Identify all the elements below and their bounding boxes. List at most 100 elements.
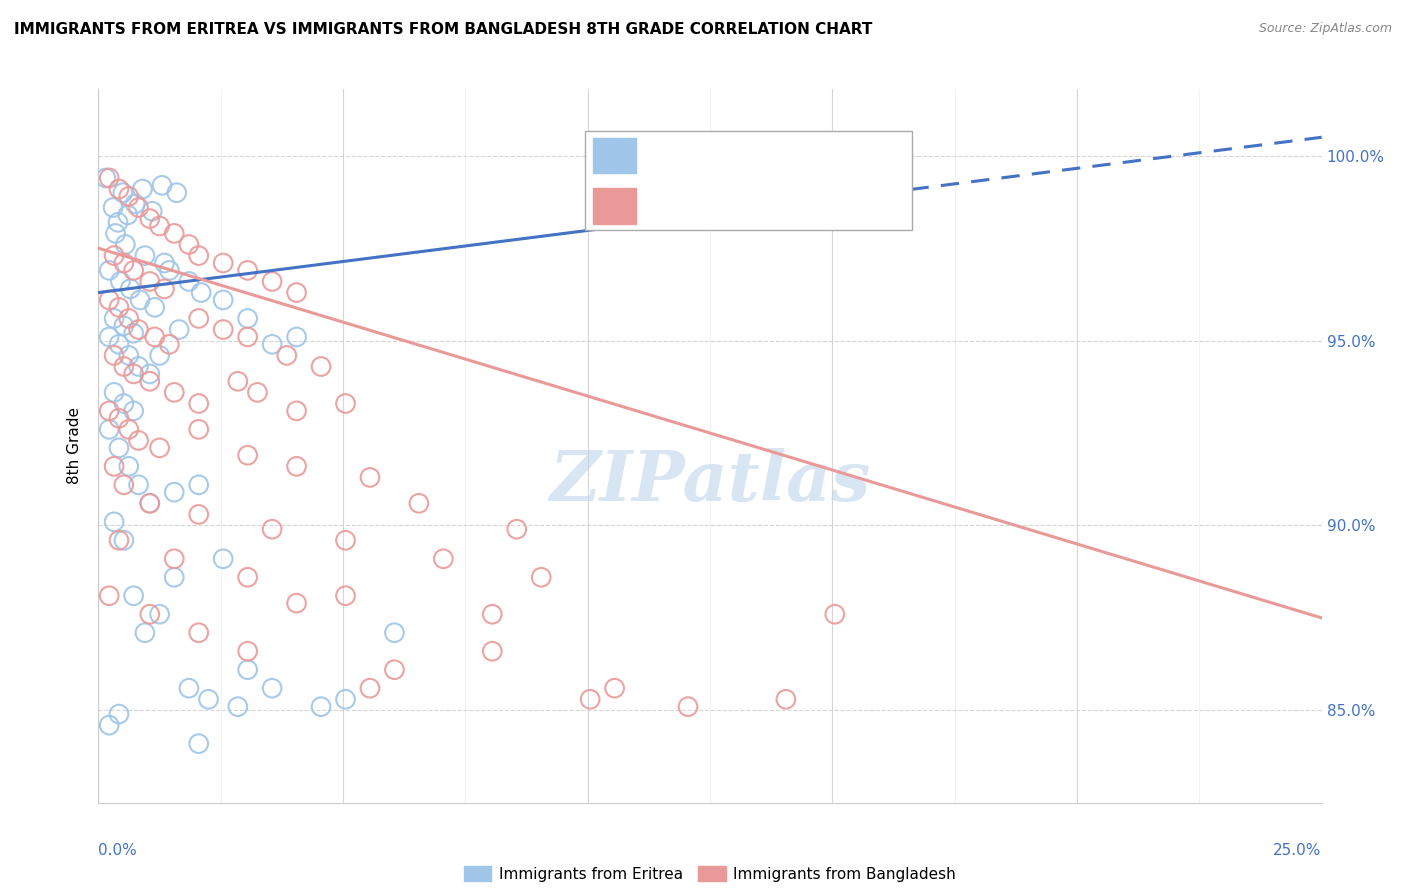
Point [118,189,141,203]
Text: 0.0%: 0.0% [98,843,138,858]
Point [167,322,190,336]
Point [157,337,180,351]
Point [108,707,131,722]
Point [112,359,135,374]
Point [432,551,454,566]
Point [150,178,173,193]
Point [603,681,626,696]
FancyBboxPatch shape [593,188,637,224]
Point [112,256,135,270]
Point [103,249,125,263]
Point [117,208,139,222]
Point [124,196,146,211]
Point [149,348,172,362]
Point [111,186,134,200]
Point [94,170,117,185]
Text: R =: R = [650,199,678,214]
Point [128,322,150,336]
Point [384,663,406,677]
Point [226,699,249,714]
Point [139,374,162,388]
Point [112,533,135,548]
Point [153,282,176,296]
Point [98,263,121,277]
Text: Source: ZipAtlas.com: Source: ZipAtlas.com [1258,22,1392,36]
Point [212,551,235,566]
Point [163,485,186,500]
Point [139,496,162,510]
Point [236,644,259,658]
Point [108,182,131,196]
Point [775,692,797,706]
Point [163,227,186,241]
Point [118,422,141,436]
Text: -0.438: -0.438 [709,199,758,214]
Point [149,441,172,455]
Point [276,348,298,362]
Point [103,311,125,326]
Point [103,515,125,529]
Point [104,227,127,241]
Point [118,459,141,474]
Point [506,522,529,536]
Point [128,201,150,215]
Point [262,522,284,536]
Point [149,219,172,233]
Point [108,411,131,425]
Legend: Immigrants from Eritrea, Immigrants from Bangladesh: Immigrants from Eritrea, Immigrants from… [458,860,962,888]
Point [187,396,209,410]
Point [236,448,259,462]
Point [139,496,162,510]
Point [163,570,186,584]
Point [108,533,131,548]
Point [134,625,156,640]
Point [103,385,125,400]
Point [139,607,162,622]
Point [359,681,381,696]
Point [163,385,186,400]
Point [226,374,249,388]
Point [262,681,284,696]
Point [335,692,357,706]
Point [166,186,188,200]
Point [309,359,332,374]
Point [262,337,284,351]
Point [118,311,141,326]
Point [122,404,145,418]
Text: N = 64: N = 64 [789,147,842,162]
Text: ZIPatlas: ZIPatlas [550,448,870,516]
Point [285,330,308,344]
Point [335,589,357,603]
Point [103,348,125,362]
Point [187,311,209,326]
Point [530,570,553,584]
Point [139,211,162,226]
Point [108,301,131,315]
Point [579,692,602,706]
Point [187,737,209,751]
Point [236,311,259,326]
Point [187,478,209,492]
Point [190,285,212,300]
Point [120,282,142,296]
Point [98,170,121,185]
Point [114,237,136,252]
Point [98,293,121,307]
Point [177,237,200,252]
Point [481,644,503,658]
Point [236,663,259,677]
Point [112,318,135,333]
Point [262,275,284,289]
Point [212,322,235,336]
Point [384,625,406,640]
FancyBboxPatch shape [593,137,637,173]
Point [481,607,503,622]
Text: N = 76: N = 76 [789,199,842,214]
Point [197,692,219,706]
Point [177,275,200,289]
Point [143,330,166,344]
Point [134,249,156,263]
Point [285,459,308,474]
Point [108,441,131,455]
Point [187,625,209,640]
